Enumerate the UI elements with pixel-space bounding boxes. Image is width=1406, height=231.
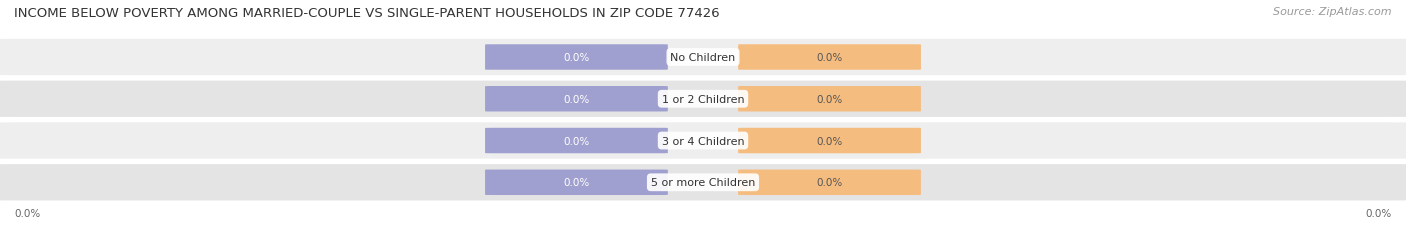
FancyBboxPatch shape (485, 128, 668, 154)
FancyBboxPatch shape (0, 163, 1406, 202)
FancyBboxPatch shape (0, 122, 1406, 160)
FancyBboxPatch shape (738, 128, 921, 154)
Text: 1 or 2 Children: 1 or 2 Children (662, 94, 744, 104)
FancyBboxPatch shape (738, 45, 921, 70)
FancyBboxPatch shape (485, 45, 668, 70)
FancyBboxPatch shape (738, 170, 921, 195)
FancyBboxPatch shape (0, 80, 1406, 119)
Text: 0.0%: 0.0% (817, 94, 842, 104)
Text: 0.0%: 0.0% (14, 208, 41, 218)
Text: 0.0%: 0.0% (564, 94, 589, 104)
FancyBboxPatch shape (738, 87, 921, 112)
Text: Source: ZipAtlas.com: Source: ZipAtlas.com (1274, 7, 1392, 17)
Text: 5 or more Children: 5 or more Children (651, 177, 755, 188)
Text: INCOME BELOW POVERTY AMONG MARRIED-COUPLE VS SINGLE-PARENT HOUSEHOLDS IN ZIP COD: INCOME BELOW POVERTY AMONG MARRIED-COUPL… (14, 7, 720, 20)
Text: 0.0%: 0.0% (817, 177, 842, 188)
FancyBboxPatch shape (485, 170, 668, 195)
Text: 0.0%: 0.0% (564, 177, 589, 188)
Text: 0.0%: 0.0% (817, 136, 842, 146)
Text: No Children: No Children (671, 53, 735, 63)
Text: 0.0%: 0.0% (564, 136, 589, 146)
Text: 0.0%: 0.0% (1365, 208, 1392, 218)
Text: 0.0%: 0.0% (817, 53, 842, 63)
FancyBboxPatch shape (0, 39, 1406, 77)
FancyBboxPatch shape (485, 87, 668, 112)
Text: 3 or 4 Children: 3 or 4 Children (662, 136, 744, 146)
Text: 0.0%: 0.0% (564, 53, 589, 63)
